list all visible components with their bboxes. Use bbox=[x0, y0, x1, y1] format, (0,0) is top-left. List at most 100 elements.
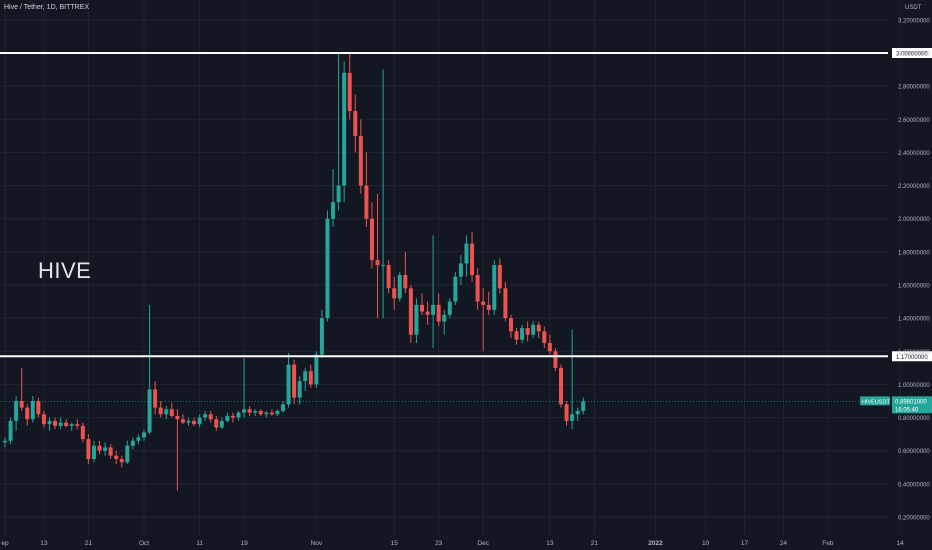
candle bbox=[130, 437, 135, 450]
candle bbox=[397, 271, 402, 302]
candle-body bbox=[297, 381, 302, 398]
candle bbox=[531, 321, 536, 339]
price-unit-label: USDT bbox=[905, 5, 922, 11]
candle bbox=[253, 409, 258, 416]
candle-body bbox=[520, 328, 525, 340]
x-tick-label: 24 bbox=[780, 540, 788, 547]
candle bbox=[470, 231, 475, 282]
candle bbox=[364, 152, 369, 227]
candle bbox=[8, 417, 13, 445]
candle-body bbox=[525, 328, 530, 335]
candle bbox=[425, 301, 430, 325]
candle-body bbox=[47, 420, 52, 425]
candle-body bbox=[242, 409, 247, 413]
candle bbox=[192, 417, 197, 426]
y-tick-label: 0.20000000 bbox=[898, 516, 930, 522]
candle bbox=[164, 405, 169, 420]
x-tick-label: 13 bbox=[546, 540, 554, 547]
y-tick-label: 1.80000000 bbox=[898, 250, 930, 256]
candle-body bbox=[80, 425, 85, 440]
symbol-tag bbox=[860, 396, 890, 406]
candle bbox=[153, 381, 158, 415]
candle-body bbox=[69, 424, 74, 426]
candle bbox=[547, 334, 552, 355]
y-tick-label: 3.20000000 bbox=[898, 18, 930, 24]
candle bbox=[386, 260, 391, 294]
candle-body bbox=[336, 185, 341, 203]
candle-body bbox=[319, 318, 324, 355]
candle bbox=[108, 444, 113, 459]
candle bbox=[514, 328, 519, 345]
candle bbox=[203, 410, 208, 421]
candle-body bbox=[197, 417, 202, 425]
level-price-label: 1.17000000 bbox=[896, 355, 928, 361]
candle-body bbox=[447, 301, 452, 315]
candle bbox=[142, 429, 146, 441]
candle-body bbox=[180, 419, 185, 423]
candle bbox=[30, 396, 35, 423]
candle-body bbox=[264, 412, 269, 415]
candle-body bbox=[414, 304, 419, 335]
candle-body bbox=[492, 265, 497, 310]
candle bbox=[136, 434, 141, 445]
candle bbox=[414, 298, 419, 343]
symbol-header[interactable]: Hive / Tether, 1D, BITTREX bbox=[4, 4, 90, 11]
x-tick-label: 14 bbox=[897, 540, 905, 547]
candle bbox=[114, 450, 119, 464]
candle bbox=[481, 288, 486, 352]
candle bbox=[286, 352, 291, 408]
candle bbox=[19, 367, 24, 411]
price-axis[interactable]: 0.20000000 0.40000000 0.60000000 0.80000000… bbox=[898, 18, 930, 521]
candle bbox=[508, 314, 513, 339]
candle bbox=[297, 376, 302, 405]
candle bbox=[3, 437, 7, 448]
candle-body bbox=[19, 401, 24, 408]
y-tick-label: 3.00000000 bbox=[898, 52, 930, 58]
candle-body bbox=[14, 401, 19, 421]
level-price-tag bbox=[892, 48, 932, 58]
candle bbox=[575, 407, 580, 421]
candle bbox=[36, 397, 41, 418]
candle-body bbox=[570, 414, 575, 421]
candle-body bbox=[91, 445, 96, 459]
candle bbox=[75, 419, 80, 430]
candle bbox=[447, 298, 452, 319]
candle bbox=[347, 53, 352, 120]
candle bbox=[25, 404, 30, 426]
grid-lines bbox=[0, 0, 901, 535]
candle bbox=[570, 329, 575, 430]
x-tick-label: 19 bbox=[240, 540, 248, 547]
candle bbox=[559, 364, 563, 408]
candle-body bbox=[86, 439, 91, 459]
candle bbox=[186, 417, 191, 426]
candle bbox=[103, 442, 108, 456]
x-tick-label: Nov bbox=[311, 540, 323, 547]
time-axis[interactable]: ep 13 21 Oct 11 19 Nov 15 23 Dec 13 21 2022 10 17 24 Feb… bbox=[1, 540, 932, 547]
candle bbox=[314, 351, 319, 388]
candle-body bbox=[575, 410, 580, 415]
candle-body bbox=[114, 455, 119, 459]
x-tick-label: 21 bbox=[85, 540, 93, 547]
candle-body bbox=[547, 343, 552, 352]
candle bbox=[275, 409, 280, 416]
candle-body bbox=[41, 414, 46, 425]
candle bbox=[47, 417, 52, 431]
candle-body bbox=[292, 364, 297, 398]
candle bbox=[80, 422, 85, 443]
candle-body bbox=[130, 440, 135, 446]
candle-body bbox=[108, 447, 113, 456]
candle bbox=[230, 412, 235, 423]
candle bbox=[175, 409, 180, 491]
candle-body bbox=[364, 185, 369, 219]
y-tick-label: 0.40000000 bbox=[898, 482, 930, 488]
candle bbox=[536, 321, 541, 339]
candle bbox=[475, 268, 480, 310]
y-tick-label: 2.40000000 bbox=[898, 151, 930, 157]
candle bbox=[41, 410, 46, 428]
candle bbox=[442, 309, 447, 335]
horizontal-levels[interactable]: 3.00000000 1.17000000 bbox=[0, 48, 932, 362]
candle-body bbox=[230, 415, 235, 418]
candle-body bbox=[192, 420, 197, 425]
candle-body bbox=[281, 404, 285, 411]
